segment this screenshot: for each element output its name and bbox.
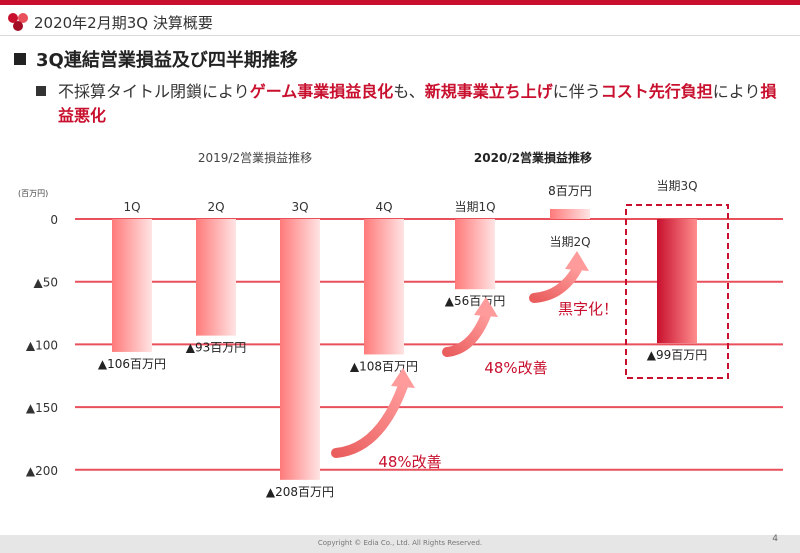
y-tick-label: ▲200 (26, 464, 58, 478)
annotation-label: 48%改善 (484, 359, 547, 377)
summary-text: 不採算タイトル閉鎖によりゲーム事業損益良化も、新規事業立ち上げに伴うコスト先行負… (58, 80, 786, 128)
value-label: 8百万円 (548, 184, 592, 198)
bar (455, 219, 495, 290)
current-quarter-highlight-box (625, 204, 729, 379)
y-tick-label: 0 (50, 213, 58, 227)
profit-arrow-head (565, 251, 589, 271)
y-tick-label: ▲100 (26, 338, 58, 352)
bar (196, 219, 236, 336)
operating-income-chart: (百万円) 2019/2営業損益推移 2020/2営業損益推移 0 ▲50 ▲100… (18, 150, 783, 499)
bar (657, 219, 697, 344)
value-label: ▲93百万円 (186, 341, 247, 355)
category-label: 2Q (207, 200, 224, 214)
top-accent-bar (0, 0, 800, 5)
category-label: 3Q (291, 200, 308, 214)
value-label: ▲99百万円 (647, 348, 708, 362)
value-label: ▲108百万円 (350, 359, 418, 373)
summary-highlight: コスト先行負担 (600, 82, 713, 101)
summary-highlight: 新規事業立ち上げ (424, 82, 553, 101)
page-number: 4 (772, 534, 778, 544)
section-title-text: 3Q連結営業損益及び四半期推移 (36, 50, 298, 71)
y-tick-label: ▲50 (34, 276, 59, 290)
value-label: ▲56百万円 (445, 294, 506, 308)
profit-arrow-shaft (529, 264, 582, 303)
group-label-2019: 2019/2営業損益推移 (198, 150, 312, 165)
summary-highlight: ゲーム事業損益良化 (249, 82, 394, 101)
value-label: ▲106百万円 (98, 357, 166, 371)
annotation-label: 黒字化！ (558, 300, 618, 318)
improve-arrow-2-shaft (442, 310, 491, 357)
footer: Copyright © Edia Co., Ltd. All Rights Re… (0, 534, 800, 553)
bar (112, 219, 152, 352)
section-title: 3Q連結営業損益及び四半期推移 (14, 46, 298, 72)
category-label: 1Q (123, 200, 140, 214)
summary-plain: により (712, 82, 761, 101)
category-label: 当期3Q (656, 179, 697, 193)
summary-plain: に伴う (552, 82, 601, 101)
category-label: 当期1Q (454, 200, 495, 214)
summary-bullet: 不採算タイトル閉鎖によりゲーム事業損益良化も、新規事業立ち上げに伴うコスト先行負… (36, 80, 786, 128)
y-tick-label: ▲150 (26, 401, 58, 415)
bar (550, 208, 590, 219)
bar (364, 219, 404, 355)
square-bullet-icon (36, 86, 46, 96)
category-label: 4Q (375, 200, 392, 214)
unit-label: (百万円) (18, 189, 48, 198)
summary-plain: も、 (393, 82, 425, 101)
header-divider (0, 35, 800, 36)
summary-highlight: 損益悪化 (58, 82, 777, 125)
bar (280, 219, 320, 480)
company-logo-icon (8, 13, 28, 31)
copyright: Copyright © Edia Co., Ltd. All Rights Re… (317, 539, 483, 547)
value-label: ▲208百万円 (266, 485, 334, 499)
slide-header: 2020年2月期3Q 決算概要 (0, 5, 800, 35)
improve-arrow-1-shaft (331, 381, 408, 458)
group-label-2020: 2020/2営業損益推移 (474, 150, 592, 165)
square-bullet-icon (14, 53, 26, 65)
deck-title: 2020年2月期3Q 決算概要 (34, 14, 213, 32)
category-label: 当期2Q (549, 235, 590, 249)
annotation-label: 48%改善 (378, 453, 441, 471)
improve-arrow-1-head (391, 368, 415, 388)
improve-arrow-2-head (474, 297, 498, 317)
summary-plain: 不採算タイトル閉鎖により (58, 82, 250, 101)
